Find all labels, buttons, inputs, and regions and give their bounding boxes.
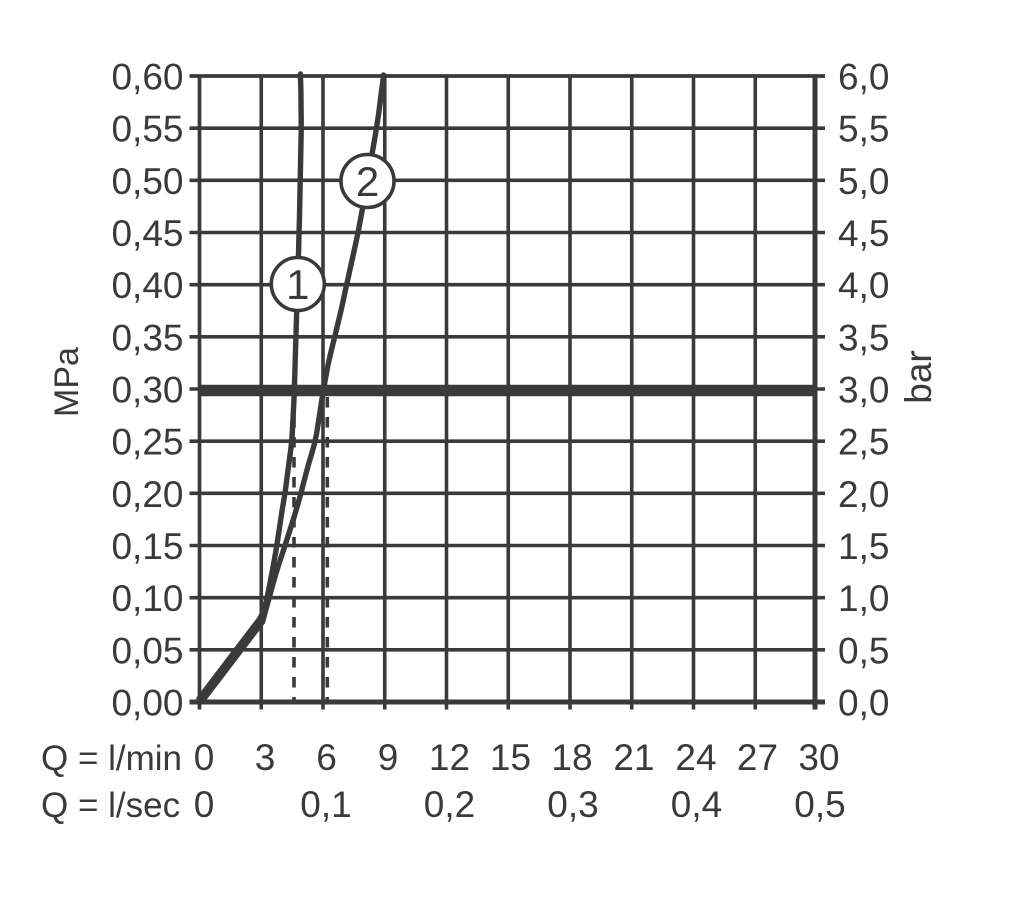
svg-text:6: 6: [316, 737, 337, 778]
svg-text:0,55: 0,55: [111, 109, 183, 150]
svg-text:0,0: 0,0: [838, 683, 889, 724]
svg-text:0,15: 0,15: [111, 526, 183, 567]
svg-text:24: 24: [675, 737, 716, 778]
svg-text:6,0: 6,0: [838, 57, 889, 98]
svg-text:0: 0: [194, 784, 215, 825]
svg-text:15: 15: [490, 737, 531, 778]
svg-text:3: 3: [255, 737, 276, 778]
svg-text:9: 9: [378, 737, 399, 778]
svg-text:12: 12: [429, 737, 470, 778]
svg-text:4,5: 4,5: [838, 213, 889, 254]
svg-text:5,0: 5,0: [838, 161, 889, 202]
svg-text:21: 21: [613, 737, 654, 778]
svg-text:0,1: 0,1: [300, 784, 351, 825]
svg-text:0,5: 0,5: [794, 784, 845, 825]
svg-text:30: 30: [798, 737, 839, 778]
svg-text:1,5: 1,5: [838, 526, 889, 567]
svg-text:3,0: 3,0: [838, 370, 889, 411]
svg-text:0,00: 0,00: [111, 683, 183, 724]
svg-text:0,35: 0,35: [111, 317, 183, 358]
svg-text:2,5: 2,5: [838, 422, 889, 463]
svg-text:0,2: 0,2: [424, 784, 475, 825]
svg-text:2: 2: [356, 158, 379, 205]
svg-text:MPa: MPa: [48, 347, 86, 417]
svg-text:bar: bar: [898, 350, 939, 403]
svg-text:0: 0: [194, 737, 215, 778]
svg-text:0,30: 0,30: [111, 370, 183, 411]
svg-text:18: 18: [551, 737, 592, 778]
svg-text:Q = l/sec: Q = l/sec: [41, 786, 180, 825]
svg-text:0,4: 0,4: [671, 784, 722, 825]
svg-text:0,45: 0,45: [111, 213, 183, 254]
svg-text:0,25: 0,25: [111, 422, 183, 463]
svg-text:0,3: 0,3: [547, 784, 598, 825]
svg-text:Q = l/min: Q = l/min: [41, 739, 182, 778]
svg-text:0,5: 0,5: [838, 630, 889, 671]
svg-text:3,5: 3,5: [838, 317, 889, 358]
svg-text:0,40: 0,40: [111, 265, 183, 306]
svg-text:0,60: 0,60: [111, 57, 183, 98]
svg-text:1,0: 1,0: [838, 578, 889, 619]
svg-text:0,50: 0,50: [111, 161, 183, 202]
svg-text:5,5: 5,5: [838, 109, 889, 150]
svg-text:4,0: 4,0: [838, 265, 889, 306]
svg-text:2,0: 2,0: [838, 474, 889, 515]
svg-text:0,05: 0,05: [111, 630, 183, 671]
svg-text:1: 1: [286, 261, 309, 308]
svg-text:27: 27: [737, 737, 778, 778]
svg-text:0,10: 0,10: [111, 578, 183, 619]
svg-text:0,20: 0,20: [111, 474, 183, 515]
